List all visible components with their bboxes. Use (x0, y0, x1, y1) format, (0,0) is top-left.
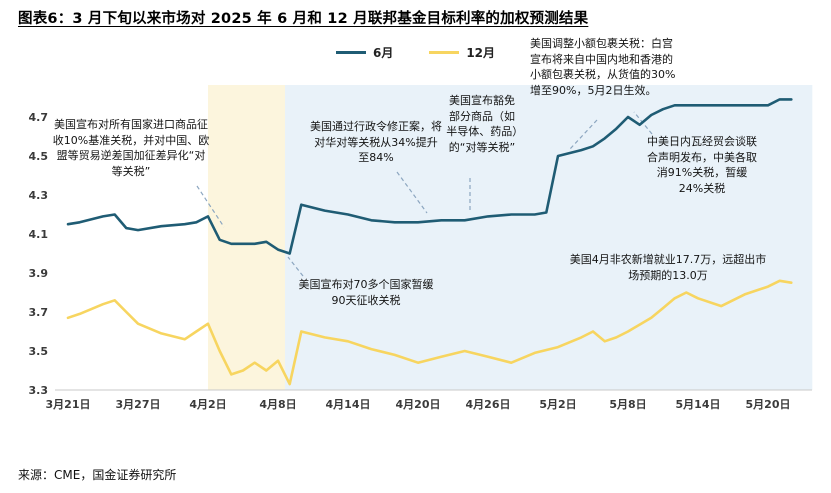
y-tick-label: 4.7 (29, 111, 49, 124)
x-tick-label: 3月27日 (116, 398, 161, 411)
legend-item-6月: 6月 (335, 44, 394, 61)
y-tick-label: 3.9 (29, 267, 49, 280)
chart-legend: 6月 12月 (0, 44, 831, 61)
highlight-band-1 (208, 85, 285, 390)
legend-label: 12月 (466, 46, 496, 60)
series-line-12月 (66, 279, 793, 386)
legend-swatch (429, 50, 460, 55)
source-note: 来源：CME，国金证券研究所 (18, 468, 177, 482)
x-tick-label: 4月20日 (396, 398, 441, 411)
series-line-6月 (66, 98, 793, 255)
highlight-band-2 (285, 85, 813, 390)
x-tick-label: 4月8日 (259, 398, 296, 411)
legend-label: 6月 (372, 46, 394, 60)
y-tick-label: 4.1 (29, 228, 49, 241)
x-tick-label: 5月2日 (539, 398, 576, 411)
annotation-leader-1 (196, 185, 225, 228)
y-tick-label: 3.3 (29, 384, 49, 397)
legend-swatch (335, 50, 366, 55)
y-tick-label: 3.7 (29, 306, 49, 319)
x-tick-label: 4月26日 (466, 398, 511, 411)
x-tick-label: 5月14日 (676, 398, 721, 411)
x-tick-label: 4月14日 (326, 398, 371, 411)
y-tick-label: 3.5 (29, 345, 49, 358)
figure-title: 图表6：3 月下旬以来市场对 2025 年 6 月和 12 月联邦基金目标利率的… (18, 11, 589, 27)
x-tick-label: 5月8日 (609, 398, 646, 411)
x-tick-label: 5月20日 (746, 398, 791, 411)
x-tick-label: 4月2日 (189, 398, 226, 411)
x-tick-label: 3月21日 (46, 398, 91, 411)
legend-item-12月: 12月 (429, 44, 495, 61)
y-tick-label: 4.5 (29, 150, 49, 163)
y-tick-label: 4.3 (29, 189, 49, 202)
annotation-leader-2 (396, 171, 428, 214)
